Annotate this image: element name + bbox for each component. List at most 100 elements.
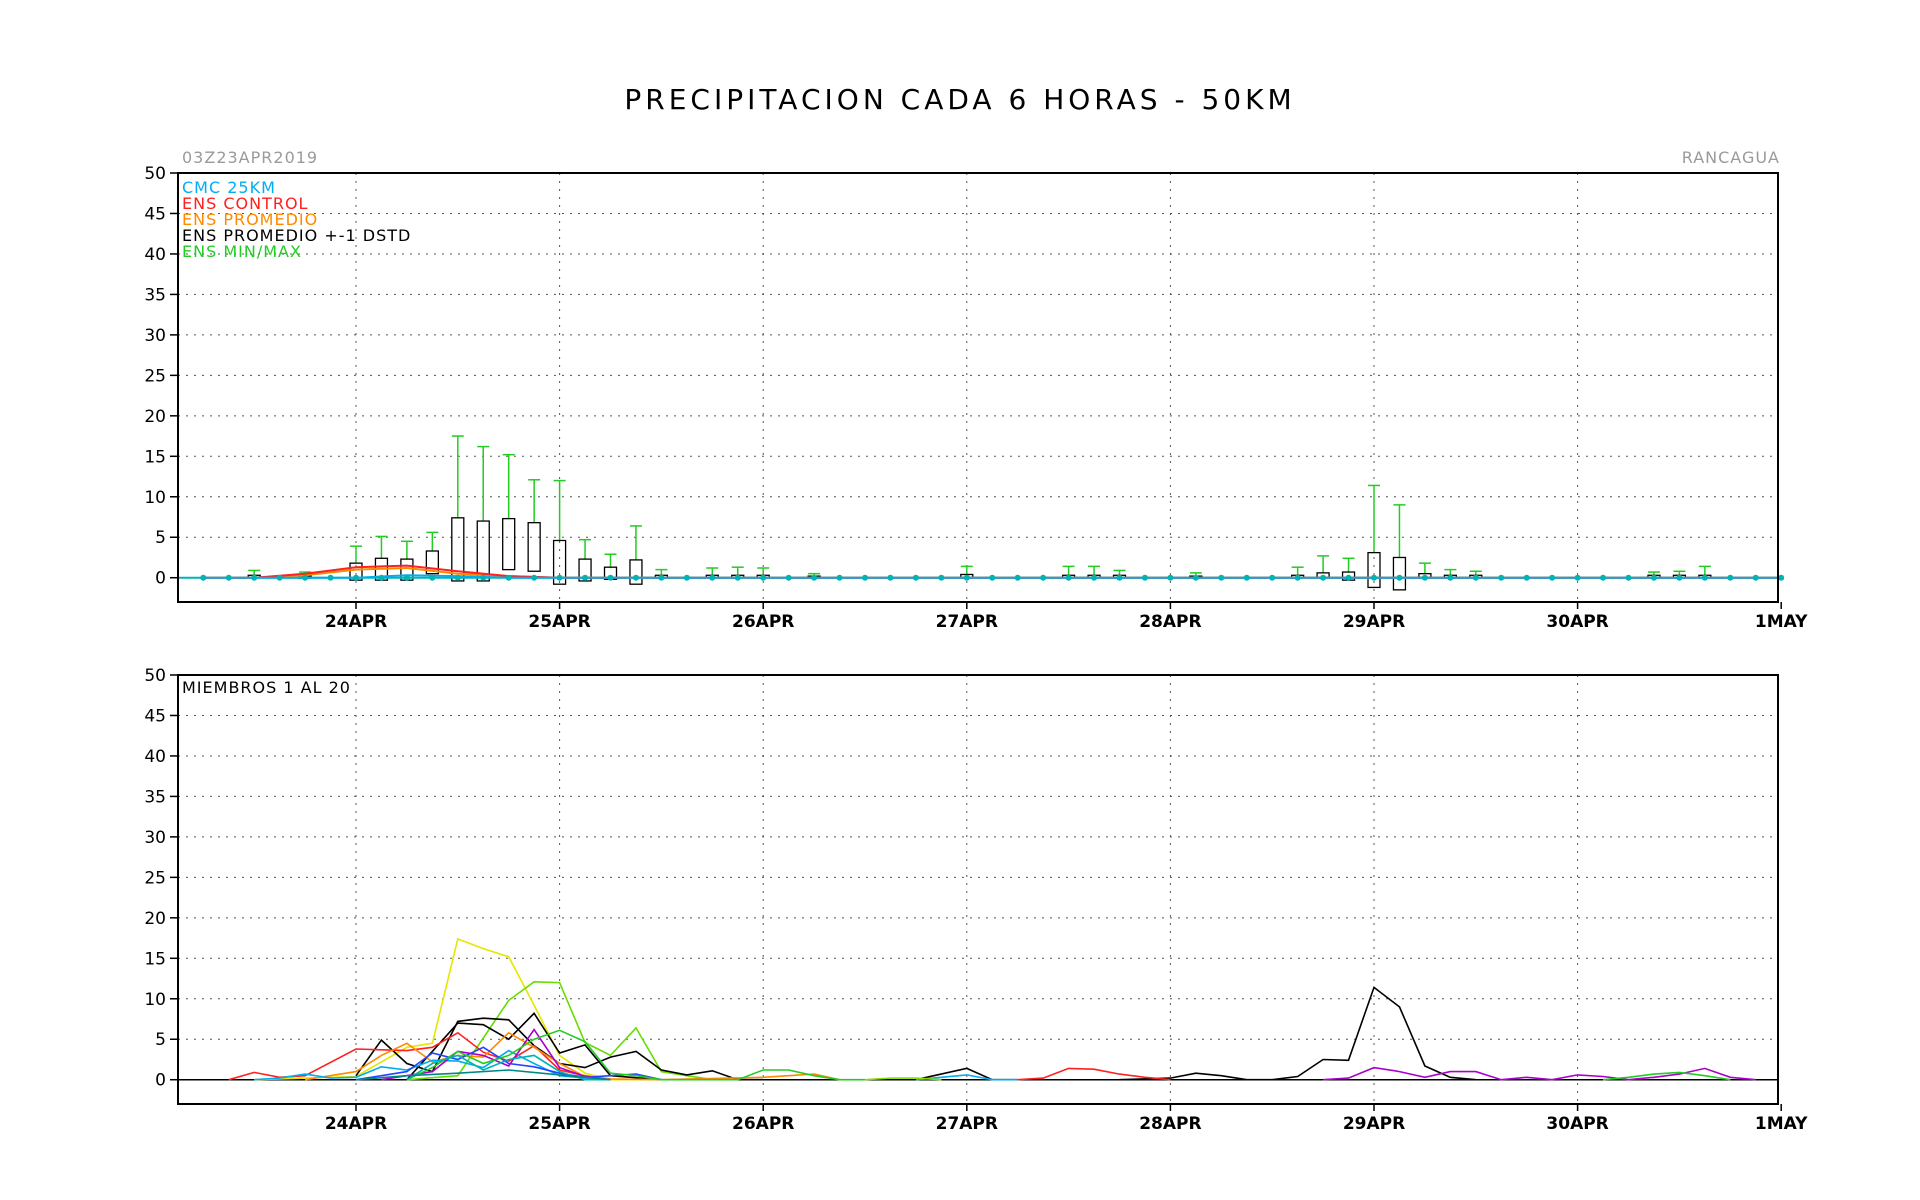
y-tick-label: 50 [144, 164, 166, 184]
cmc-point [963, 574, 970, 581]
cmc-point [1447, 574, 1454, 581]
cmc-point [862, 574, 868, 581]
cmc-point [378, 574, 385, 581]
cmc-point [1600, 574, 1607, 581]
cmc-point [1676, 574, 1683, 581]
y-tick-label: 20 [144, 909, 166, 929]
cmc-point [276, 574, 283, 581]
cmc-point [582, 574, 589, 581]
cmc-point [760, 574, 767, 581]
x-tick-label: 1MAY [1755, 1114, 1808, 1134]
cmc-point [938, 574, 945, 581]
y-tick-label: 50 [144, 666, 166, 686]
cmc-point [1091, 574, 1098, 581]
cmc-point [1065, 574, 1072, 581]
bottom-frame [177, 674, 1779, 1105]
cmc-point [683, 574, 690, 581]
cmc-point [1141, 574, 1148, 581]
cmc-point [1778, 574, 1785, 581]
cmc-point [353, 574, 359, 581]
cmc-point [429, 574, 436, 581]
cmc-point [556, 574, 563, 581]
member-line [864, 1077, 942, 1081]
cmc-point [1421, 574, 1428, 581]
cmc-point [1218, 574, 1225, 581]
cmc-point [403, 574, 410, 581]
cmc-point [1650, 574, 1657, 581]
x-tick-label: 30APR [1546, 1114, 1608, 1134]
x-tick-label: 28APR [1139, 612, 1201, 632]
x-tick-label: 27APR [936, 612, 998, 632]
location-label: RANCAGUA [1682, 148, 1780, 167]
member-series [178, 937, 1778, 1081]
cmc-point [1243, 574, 1250, 581]
cmc-point [200, 574, 207, 581]
cmc-point [251, 574, 258, 581]
cmc-point [454, 574, 461, 581]
std-box [502, 517, 516, 571]
member-line [1017, 1067, 1171, 1081]
member-line [381, 1028, 611, 1081]
y-tick-label: 0 [155, 569, 166, 589]
x-tick-label: 1MAY [1755, 612, 1808, 632]
y-tick-label: 25 [144, 366, 166, 386]
y-tick-label: 35 [144, 285, 166, 305]
x-tick-label: 26APR [732, 1114, 794, 1134]
cmc-point [658, 574, 665, 581]
y-tick-label: 5 [155, 528, 166, 548]
bottom-x-ticks: 24APR 25APR 26APR 27APR 28APR 29APR 30APR 1MAY [325, 1104, 1808, 1134]
cmc-point [1701, 574, 1708, 581]
std-box [629, 559, 643, 585]
y-tick-label: 0 [155, 1071, 166, 1091]
y-tick-label: 40 [144, 245, 166, 265]
std-box [578, 558, 592, 582]
cmc-point [1116, 574, 1123, 581]
cmc-point [505, 574, 512, 581]
x-tick-label: 28APR [1139, 1114, 1201, 1134]
y-tick-label: 45 [144, 204, 166, 224]
y-tick-label: 15 [144, 447, 166, 467]
member-line [406, 1012, 662, 1081]
y-tick-label: 10 [144, 990, 166, 1010]
chart-title: PRECIPITACION CADA 6 HORAS - 50KM [624, 83, 1295, 116]
top-x-ticks: 24APR 25APR 26APR 27APR 28APR 29APR 30APR 1MAY [325, 602, 1808, 632]
cmc-point [1014, 574, 1021, 581]
x-tick-label: 25APR [528, 1114, 590, 1134]
cmc-point [1523, 574, 1530, 581]
x-tick-label: 29APR [1343, 612, 1405, 632]
y-tick-label: 25 [144, 868, 166, 888]
top-frame [177, 172, 1779, 603]
cmc-point [1625, 574, 1632, 581]
y-tick-label: 10 [144, 488, 166, 508]
member-line [406, 1029, 865, 1081]
member-line [1602, 1071, 1731, 1081]
cmc-point [912, 574, 919, 581]
cmc-point [632, 574, 639, 581]
x-tick-label: 24APR [325, 1114, 387, 1134]
box-plots [247, 435, 1712, 591]
cmc-point [1040, 574, 1047, 581]
y-tick-label: 35 [144, 787, 166, 807]
bottom-y-ticks: 0 5 10 15 20 25 30 35 40 45 50 [144, 666, 178, 1091]
cmc-point [1549, 574, 1556, 581]
std-box [425, 550, 440, 575]
cmc-point [327, 574, 334, 581]
member-line [915, 1074, 1018, 1081]
y-tick-label: 30 [144, 828, 166, 848]
member-line [1272, 986, 1476, 1081]
std-box [476, 520, 490, 582]
cmc-point [1294, 574, 1301, 581]
x-tick-label: 25APR [528, 612, 590, 632]
y-tick-label: 20 [144, 407, 166, 427]
member-line [406, 980, 713, 1081]
member-line [304, 1031, 840, 1081]
top-series [178, 564, 1785, 581]
cmc-point [1345, 574, 1352, 581]
member-line [254, 937, 662, 1081]
cmc-point [225, 574, 232, 581]
cmc-point [1498, 574, 1505, 581]
std-box [552, 539, 567, 585]
cmc-point [785, 574, 792, 581]
